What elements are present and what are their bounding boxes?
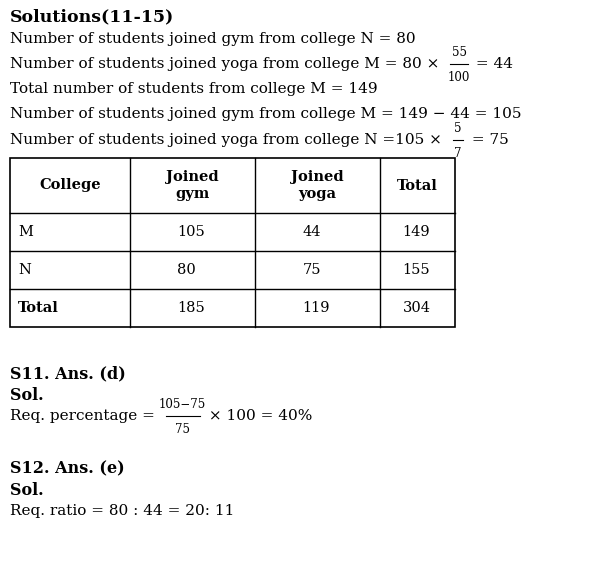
Text: Number of students joined yoga from college M = 80 ×: Number of students joined yoga from coll…: [10, 57, 444, 71]
Text: Sol.: Sol.: [10, 387, 44, 404]
Text: 185: 185: [177, 301, 205, 315]
Text: 155: 155: [402, 263, 430, 277]
Text: Number of students joined yoga from college N =105 ×: Number of students joined yoga from coll…: [10, 133, 447, 147]
Text: Req. percentage =: Req. percentage =: [10, 409, 160, 423]
Text: 149: 149: [402, 225, 430, 239]
Text: Solutions(11-15): Solutions(11-15): [10, 8, 174, 25]
Bar: [10, 158, 455, 327]
Text: S11. Ans. (d): S11. Ans. (d): [10, 365, 126, 382]
Text: Joined
gym: Joined gym: [166, 170, 219, 201]
Text: Total number of students from college M = 149: Total number of students from college M …: [10, 82, 378, 96]
Text: M: M: [18, 225, 33, 239]
Text: 55: 55: [452, 46, 467, 59]
Text: College: College: [39, 178, 101, 193]
Text: 100: 100: [448, 71, 471, 84]
Text: × 100 = 40%: × 100 = 40%: [204, 409, 312, 423]
Text: 105: 105: [177, 225, 205, 239]
Text: Total: Total: [397, 178, 438, 193]
Text: Number of students joined gym from college M = 149 − 44 = 105: Number of students joined gym from colle…: [10, 107, 522, 121]
Text: = 75: = 75: [467, 133, 508, 147]
Text: Sol.: Sol.: [10, 482, 44, 499]
Text: 75: 75: [302, 263, 321, 277]
Text: Req. ratio = 80 : 44 = 20: 11: Req. ratio = 80 : 44 = 20: 11: [10, 504, 234, 518]
Text: 7: 7: [454, 147, 461, 160]
Text: 75: 75: [175, 423, 190, 436]
Text: N: N: [18, 263, 31, 277]
Text: 5: 5: [454, 122, 461, 135]
Text: Total: Total: [18, 301, 59, 315]
Text: Number of students joined gym from college N = 80: Number of students joined gym from colle…: [10, 32, 416, 46]
Text: = 44: = 44: [471, 57, 513, 71]
Text: 119: 119: [302, 301, 330, 315]
Text: Joined
yoga: Joined yoga: [291, 170, 344, 201]
Text: 105−75: 105−75: [159, 398, 206, 411]
Text: 44: 44: [302, 225, 321, 239]
Text: 304: 304: [402, 301, 431, 315]
Text: S12. Ans. (e): S12. Ans. (e): [10, 460, 124, 477]
Text: 80: 80: [177, 263, 197, 277]
